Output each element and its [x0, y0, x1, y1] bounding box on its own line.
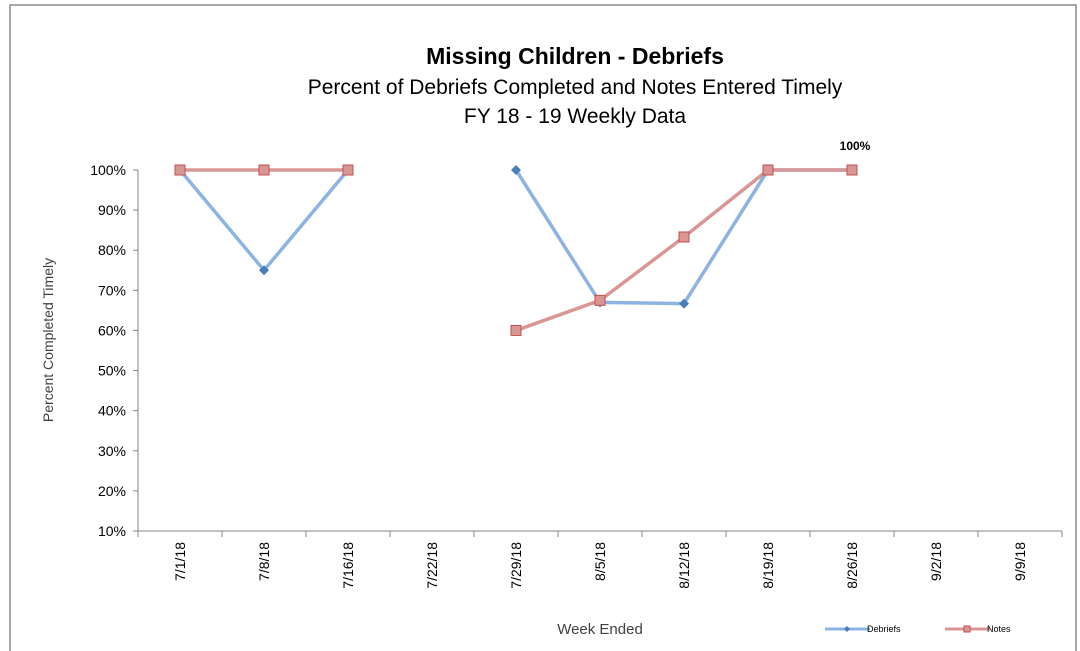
- chart-frame: [9, 4, 1077, 651]
- marker: [259, 265, 269, 276]
- legend-marker: [844, 626, 850, 632]
- y-tick-label: 80%: [98, 242, 126, 258]
- x-tick-label: 8/5/18: [592, 542, 608, 581]
- y-tick-label: 100%: [90, 162, 126, 178]
- x-tick-label: 8/19/18: [760, 542, 776, 589]
- marker: [678, 231, 690, 243]
- y-tick-label: 50%: [98, 363, 126, 379]
- x-tick-label: 7/1/18: [172, 542, 188, 581]
- y-tick-label: 60%: [98, 322, 126, 338]
- y-tick-label: 90%: [98, 202, 126, 218]
- marker: [762, 164, 774, 176]
- x-tick-label: 9/2/18: [928, 542, 944, 581]
- y-tick-label: 10%: [98, 523, 126, 539]
- y-tick-label: 70%: [98, 282, 126, 298]
- chart-subtitle: FY 18 - 19 Weekly Data: [464, 105, 686, 128]
- x-tick-label: 9/9/18: [1012, 542, 1028, 581]
- x-axis-label: Week Ended: [557, 621, 643, 638]
- marker: [846, 164, 858, 176]
- x-tick-label: 8/26/18: [844, 542, 860, 589]
- marker: [679, 298, 689, 309]
- marker: [174, 164, 186, 176]
- y-tick-label: 20%: [98, 483, 126, 499]
- marker: [258, 164, 270, 176]
- legend-marker: [963, 625, 971, 633]
- x-tick-label: 7/22/18: [424, 542, 440, 589]
- x-tick-label: 7/16/18: [340, 542, 356, 589]
- legend-label: Debriefs: [867, 624, 901, 634]
- data-label: 100%: [840, 139, 871, 153]
- chart-subtitle: Percent of Debriefs Completed and Notes …: [308, 76, 843, 99]
- chart-title: Missing Children - Debriefs: [426, 43, 724, 69]
- marker: [511, 165, 521, 175]
- x-tick-label: 8/12/18: [676, 542, 692, 589]
- legend-label: Notes: [987, 624, 1011, 634]
- marker: [594, 294, 606, 306]
- x-tick-label: 7/29/18: [508, 542, 524, 589]
- y-axis-label: Percent Completed Timely: [40, 258, 56, 422]
- marker: [342, 164, 354, 176]
- marker: [510, 324, 522, 336]
- y-tick-label: 30%: [98, 443, 126, 459]
- x-tick-label: 7/8/18: [256, 542, 272, 581]
- y-tick-label: 40%: [98, 403, 126, 419]
